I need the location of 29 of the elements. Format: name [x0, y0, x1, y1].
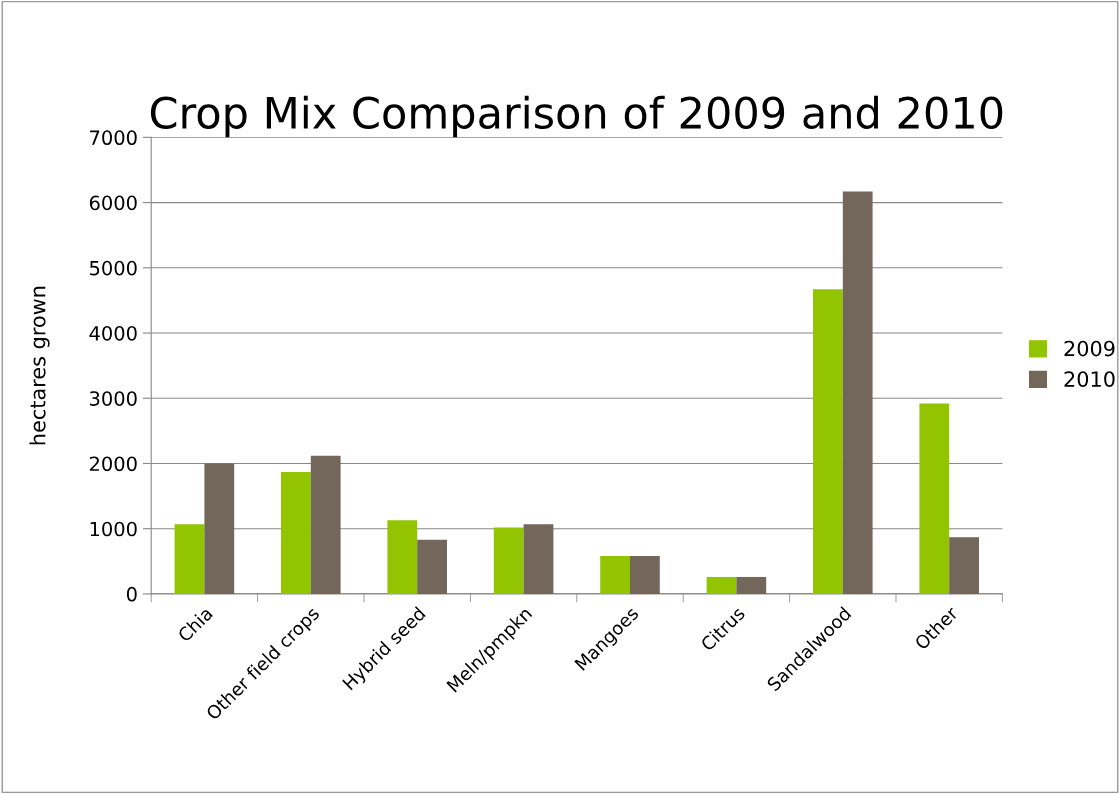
y-axis-title: hectares grown — [29, 286, 50, 445]
y-tick-label: 7000 — [90, 130, 137, 146]
bar — [174, 524, 205, 594]
y-tick-label: 3000 — [90, 391, 137, 406]
legend-label: 2009 — [1064, 340, 1115, 357]
y-tick-label: 5000 — [90, 260, 137, 276]
bar — [281, 471, 311, 594]
bar — [493, 527, 524, 594]
bar — [813, 289, 843, 594]
bar — [919, 403, 950, 594]
y-tick-label: 6000 — [89, 195, 137, 211]
chart-title: Crop Mix Comparison of 2009 and 2010 — [150, 95, 1003, 138]
bar — [417, 539, 447, 594]
y-tick-label: 1000 — [90, 521, 137, 537]
bar — [949, 537, 979, 594]
bar — [387, 520, 418, 594]
bar — [842, 191, 873, 594]
legend-label: 2010 — [1064, 371, 1115, 387]
bar — [630, 556, 660, 594]
bar — [310, 455, 341, 594]
bar — [204, 463, 235, 594]
bar — [736, 576, 767, 594]
bar — [600, 556, 630, 594]
bar — [523, 524, 554, 594]
y-tick-label: 2000 — [89, 456, 137, 472]
y-tick-label: 0 — [126, 586, 137, 602]
x-tick-label: Chia — [176, 606, 214, 643]
y-tick-label: 4000 — [89, 325, 137, 341]
bar — [706, 576, 737, 594]
